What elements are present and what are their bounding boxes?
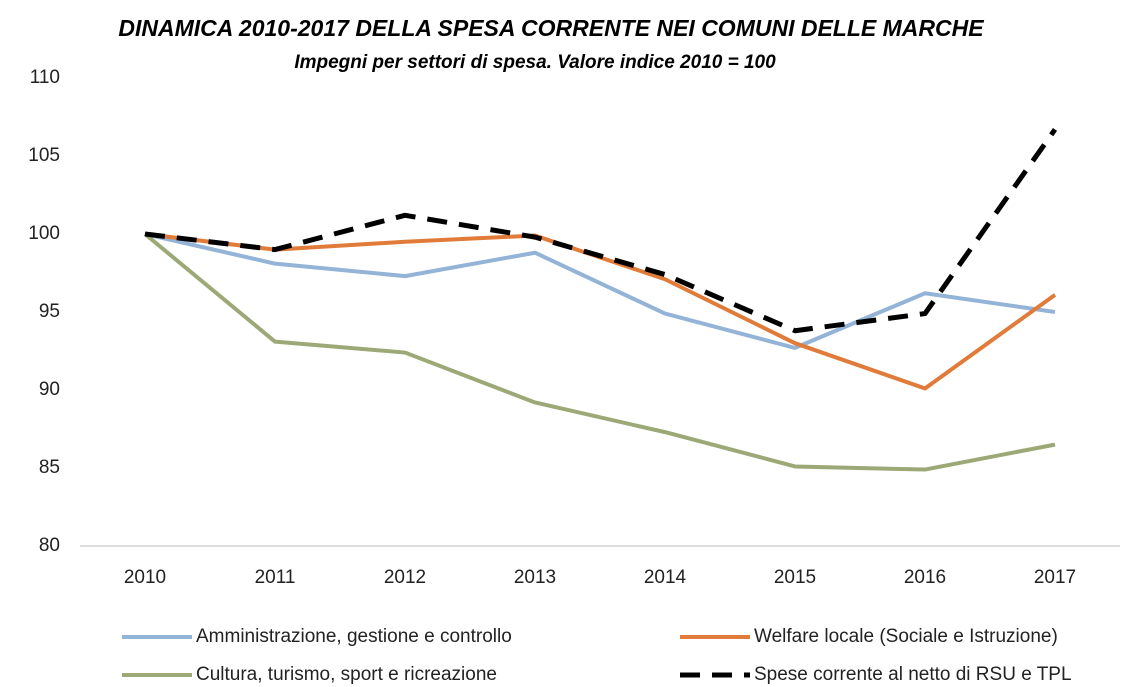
y-tick-label: 100: [28, 223, 60, 244]
x-tick-label: 2017: [1034, 567, 1076, 588]
legend-label: Amministrazione, gestione e controllo: [196, 626, 512, 647]
legend-label: Cultura, turismo, sport e ricreazione: [196, 664, 497, 685]
series-line: [144, 128, 1058, 334]
legend-label: Spese corrente al netto di RSU e TPL: [754, 664, 1072, 685]
x-tick-label: 2014: [644, 567, 687, 588]
y-tick-label: 110: [30, 67, 60, 88]
series-line: [143, 232, 1056, 472]
chart-title: DINAMICA 2010-2017 DELLA SPESA CORRENTE …: [118, 15, 984, 41]
y-tick-label: 90: [39, 379, 60, 400]
x-tick-label: 2015: [774, 567, 816, 588]
x-tick-label: 2010: [124, 567, 166, 588]
chart-subtitle: Impegni per settori di spesa. Valore ind…: [294, 52, 776, 73]
legend-label: Welfare locale (Sociale e Istruzione): [754, 626, 1058, 647]
x-tick-label: 2016: [904, 567, 946, 588]
x-tick-label: 2013: [514, 567, 556, 588]
x-tick-label: 2012: [384, 567, 426, 588]
y-tick-label: 80: [39, 535, 60, 556]
y-tick-label: 105: [28, 145, 60, 166]
y-tick-label: 95: [39, 301, 60, 322]
series-line: [144, 232, 1056, 350]
y-tick-label: 85: [39, 457, 60, 478]
x-tick-label: 2011: [255, 567, 296, 588]
